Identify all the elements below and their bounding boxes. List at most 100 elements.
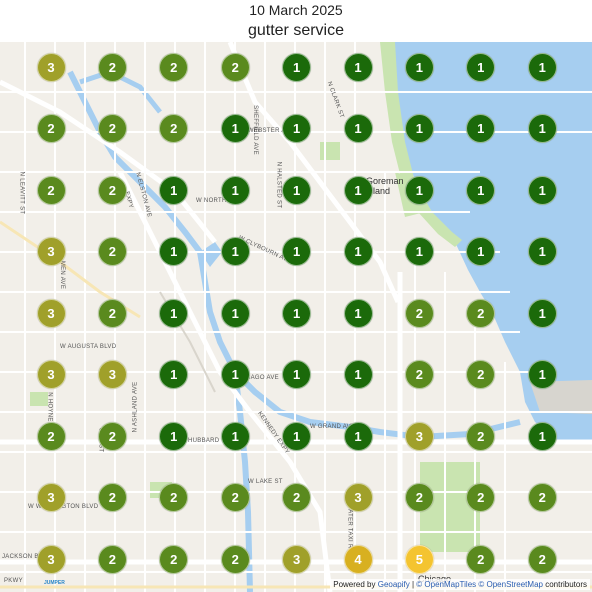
cluster-marker[interactable]: 2	[97, 421, 127, 451]
cluster-marker[interactable]: 1	[466, 237, 496, 266]
attribution-separator: |	[411, 580, 415, 589]
map-title: gutter service	[247, 22, 345, 39]
cluster-marker[interactable]: 3	[36, 360, 66, 389]
cluster-marker[interactable]: 2	[527, 544, 557, 574]
cluster-marker[interactable]: 1	[282, 52, 312, 82]
cluster-marker[interactable]: 2	[97, 237, 127, 266]
cluster-marker[interactable]: 1	[343, 360, 373, 389]
cluster-marker[interactable]: 3	[36, 52, 66, 82]
openmaptiles-link[interactable]: © OpenMapTiles	[416, 580, 477, 589]
cluster-marker[interactable]: 1	[282, 114, 312, 143]
cluster-marker[interactable]: 1	[220, 360, 250, 389]
cluster-marker[interactable]: 1	[220, 421, 250, 451]
cluster-marker[interactable]: 3	[97, 360, 127, 389]
cluster-marker[interactable]: 3	[343, 483, 373, 512]
cluster-marker[interactable]: 1	[159, 360, 189, 389]
cluster-marker[interactable]: 2	[220, 52, 250, 82]
cluster-marker[interactable]: 2	[159, 544, 189, 574]
street-label: HUBBARD ST	[188, 438, 230, 444]
cluster-marker[interactable]: 1	[343, 114, 373, 143]
cluster-marker[interactable]: 2	[36, 175, 66, 205]
attribution-suffix: contributors	[545, 580, 587, 589]
openstreetmap-link[interactable]: © OpenStreetMap	[478, 580, 543, 589]
cluster-marker[interactable]: 3	[36, 544, 66, 574]
cluster-marker[interactable]: 2	[404, 298, 434, 328]
cluster-marker[interactable]: 1	[343, 421, 373, 451]
cluster-marker[interactable]: 5	[404, 544, 434, 574]
jumper-logo: JUMPER	[44, 580, 65, 586]
cluster-marker[interactable]: 2	[527, 483, 557, 512]
chicago-river	[67, 70, 521, 441]
cluster-marker[interactable]: 1	[527, 237, 557, 266]
cluster-marker[interactable]: 2	[36, 421, 66, 451]
cluster-marker[interactable]: 3	[36, 298, 66, 328]
cluster-marker[interactable]: 1	[282, 421, 312, 451]
cluster-marker[interactable]: 1	[220, 298, 250, 328]
cluster-marker[interactable]: 2	[220, 483, 250, 512]
cluster-marker[interactable]: 1	[282, 175, 312, 205]
cluster-marker[interactable]: 1	[404, 52, 434, 82]
cluster-marker[interactable]: 2	[97, 483, 127, 512]
cluster-marker[interactable]: 1	[527, 52, 557, 82]
cluster-marker[interactable]: 3	[282, 544, 312, 574]
cluster-marker[interactable]: 2	[466, 360, 496, 389]
cluster-marker[interactable]: 3	[36, 483, 66, 512]
cluster-marker[interactable]: 2	[97, 298, 127, 328]
cluster-marker[interactable]: 2	[404, 360, 434, 389]
cluster-marker[interactable]: 2	[159, 114, 189, 143]
cluster-marker[interactable]: 1	[466, 52, 496, 82]
cluster-marker[interactable]: 3	[36, 237, 66, 266]
cluster-marker[interactable]: 1	[159, 421, 189, 451]
cluster-marker[interactable]: 1	[343, 298, 373, 328]
cluster-marker[interactable]: 1	[527, 298, 557, 328]
cluster-marker[interactable]: 1	[159, 237, 189, 266]
cluster-marker[interactable]: 2	[97, 114, 127, 143]
cluster-marker[interactable]: 1	[159, 298, 189, 328]
cluster-marker[interactable]: 2	[97, 52, 127, 82]
cluster-marker[interactable]: 1	[343, 237, 373, 266]
cluster-marker[interactable]: 2	[466, 483, 496, 512]
cluster-marker[interactable]: 2	[404, 483, 434, 512]
cluster-marker[interactable]: 2	[36, 114, 66, 143]
cluster-marker[interactable]: 2	[159, 483, 189, 512]
street-label: W WASHINGTON BLVD	[28, 504, 99, 510]
cluster-marker[interactable]: 1	[220, 237, 250, 266]
cluster-marker[interactable]: 1	[282, 237, 312, 266]
cluster-marker[interactable]: 3	[404, 421, 434, 451]
map-date: 10 March 2025	[249, 2, 343, 18]
street-label: CAGO AVE	[246, 375, 279, 381]
cluster-marker[interactable]: 1	[343, 175, 373, 205]
cluster-marker[interactable]: 4	[343, 544, 373, 574]
geoapify-link[interactable]: Geoapify	[377, 580, 410, 589]
cluster-marker[interactable]: 1	[404, 237, 434, 266]
cluster-marker[interactable]: 1	[404, 114, 434, 143]
cluster-marker[interactable]: 1	[466, 175, 496, 205]
cluster-marker[interactable]: 2	[466, 421, 496, 451]
map-attribution: Powered by Geoapify | © OpenMapTiles © O…	[330, 579, 590, 590]
cluster-marker[interactable]: 2	[282, 483, 312, 512]
cluster-marker[interactable]: 1	[527, 421, 557, 451]
cluster-marker[interactable]: 2	[97, 175, 127, 205]
street-label: W NORTH AVE	[196, 198, 241, 204]
cluster-marker[interactable]: 1	[404, 175, 434, 205]
street-label: PKWY	[4, 578, 23, 584]
cluster-marker[interactable]: 1	[282, 298, 312, 328]
header: 10 March 2025 gutter service	[0, 0, 592, 42]
cluster-marker[interactable]: 2	[220, 544, 250, 574]
cluster-marker[interactable]: 2	[159, 52, 189, 82]
cluster-marker[interactable]: 2	[97, 544, 127, 574]
cluster-marker[interactable]: 1	[220, 114, 250, 143]
cluster-marker[interactable]: 2	[466, 298, 496, 328]
cluster-marker[interactable]: 1	[282, 360, 312, 389]
cluster-marker[interactable]: 1	[527, 360, 557, 389]
cluster-marker[interactable]: 1	[527, 114, 557, 143]
cluster-marker[interactable]: 1	[527, 175, 557, 205]
cluster-marker[interactable]: 1	[159, 175, 189, 205]
cluster-marker[interactable]: 2	[466, 544, 496, 574]
cluster-marker[interactable]: 1	[466, 114, 496, 143]
cluster-marker[interactable]: 1	[343, 52, 373, 82]
cluster-marker[interactable]: 1	[220, 175, 250, 205]
street-label: W WEBSTER AVE	[240, 128, 294, 134]
place-label-goreman-island: Goreman Island	[366, 176, 404, 196]
